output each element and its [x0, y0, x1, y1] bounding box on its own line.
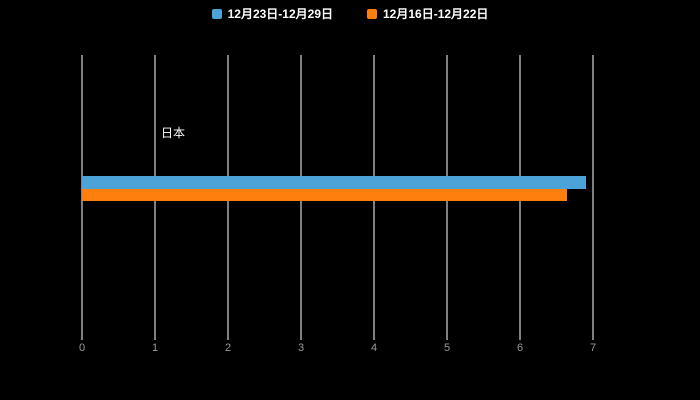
- legend: 12月23日-12月29日 12月16日-12月22日: [0, 8, 700, 20]
- x-tick-label: 5: [443, 342, 451, 354]
- plot-area: [81, 55, 594, 340]
- legend-label-week1: 12月16日-12月22日: [383, 7, 489, 21]
- x-tick-label: 1: [151, 342, 159, 354]
- bar-series-week2[interactable]: [82, 176, 586, 189]
- y-category-label: 日本: [160, 126, 185, 140]
- x-tick-label: 3: [297, 342, 305, 354]
- x-tick-label: 6: [516, 342, 524, 354]
- x-tick-label: 7: [589, 342, 597, 354]
- legend-item-week2[interactable]: 12月23日-12月29日: [211, 7, 333, 21]
- legend-swatch-week2: [211, 9, 222, 19]
- x-tick-label: 4: [370, 342, 378, 354]
- gridline: [592, 55, 594, 340]
- bar-series-week1[interactable]: [82, 189, 568, 201]
- x-tick-label: 0: [78, 342, 86, 354]
- x-tick-label: 2: [224, 342, 232, 354]
- legend-swatch-week1: [367, 9, 377, 19]
- x-axis-ticks: 0 1 2 3 4 5 6 7: [78, 342, 597, 357]
- legend-label-week2: 12月23日-12月29日: [227, 7, 333, 21]
- bar-row-japan: [82, 176, 593, 201]
- legend-item-week1[interactable]: 12月16日-12月22日: [367, 8, 488, 20]
